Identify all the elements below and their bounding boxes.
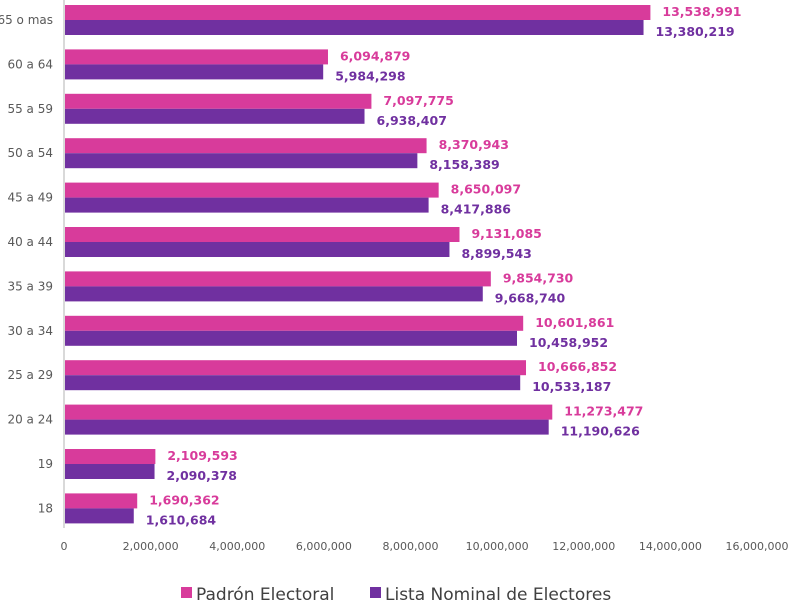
category-label: 25 a 29 (7, 368, 53, 382)
category-label: 55 a 59 (7, 102, 53, 116)
category-label: 40 a 44 (7, 235, 53, 249)
data-label-padron-electoral: 10,601,861 (535, 315, 614, 330)
x-tick-labels: 0 2,000,000 4,000,000 6,000,000 8,000,000 10,… (61, 540, 789, 553)
bar-lista-nominal (64, 508, 134, 524)
bar-padron-electoral (64, 271, 491, 287)
x-tick-label: 0 (61, 540, 68, 553)
data-label-lista-nominal: 10,533,187 (532, 379, 611, 394)
bar-lista-nominal (64, 153, 418, 169)
data-label-lista-nominal: 11,190,626 (561, 424, 640, 439)
data-label-lista-nominal: 9,668,740 (495, 290, 566, 305)
bar-padron-electoral (64, 449, 156, 464)
data-label-padron-electoral: 7,097,775 (383, 93, 453, 108)
data-label-lista-nominal: 2,090,378 (167, 468, 237, 483)
category-label: 18 (38, 501, 53, 515)
data-label-padron-electoral: 6,094,879 (340, 48, 410, 63)
x-tick-label: 14,000,000 (639, 540, 702, 553)
data-label-padron-electoral: 2,109,593 (167, 448, 237, 463)
data-label-lista-nominal: 5,984,298 (335, 68, 405, 83)
data-label-lista-nominal: 1,610,684 (146, 512, 217, 527)
bar-lista-nominal (64, 108, 365, 124)
bar-lista-nominal (64, 197, 429, 213)
data-label-lista-nominal: 8,899,543 (461, 246, 531, 261)
data-label-padron-electoral: 1,690,362 (149, 492, 219, 507)
bar-padron-electoral (64, 493, 138, 509)
bar-padron-electoral (64, 93, 372, 109)
data-label-padron-electoral: 8,370,943 (439, 137, 509, 152)
data-label-lista-nominal: 8,158,389 (429, 157, 499, 172)
x-tick-label: 16,000,000 (726, 540, 789, 553)
category-label: 60 a 64 (7, 57, 53, 71)
legend-swatch-lista (370, 587, 381, 598)
x-tick-label: 8,000,000 (383, 540, 439, 553)
bar-padron-electoral (64, 182, 439, 198)
category-label: 19 (38, 457, 53, 471)
category-label: 65 o mas (0, 13, 53, 27)
category-label: 30 a 34 (7, 324, 53, 338)
data-label-padron-electoral: 13,538,991 (662, 4, 741, 19)
data-label-lista-nominal: 13,380,219 (656, 24, 735, 39)
data-label-padron-electoral: 10,666,852 (538, 359, 617, 374)
bar-padron-electoral (64, 138, 427, 154)
bar-lista-nominal (64, 286, 483, 302)
legend-label-lista: Lista Nominal de Electores (385, 585, 611, 604)
bar-lista-nominal (64, 419, 549, 435)
bar-lista-nominal (64, 375, 521, 391)
category-label: 35 a 39 (7, 279, 53, 293)
x-tick-label: 6,000,000 (296, 540, 352, 553)
x-tick-label: 2,000,000 (123, 540, 179, 553)
data-label-padron-electoral: 9,131,085 (471, 226, 541, 241)
bar-padron-electoral (64, 360, 527, 376)
x-tick-label: 12,000,000 (552, 540, 615, 553)
legend-label-padron: Padrón Electoral (196, 585, 334, 604)
data-label-padron-electoral: 9,854,730 (503, 270, 574, 285)
data-label-lista-nominal: 8,417,886 (441, 202, 512, 217)
bar-padron-electoral (64, 315, 524, 331)
category-label: 20 a 24 (7, 413, 53, 427)
category-labels: 65 o mas 60 a 64 55 a 59 50 a 54 45 a 49 40 a… (0, 13, 53, 515)
bar-padron-electoral (64, 404, 553, 420)
data-label-padron-electoral: 11,273,477 (564, 404, 643, 419)
bars-layer: 13,538,991 13,380,219 6,094,879 5,984,298 7,… (64, 4, 741, 527)
bar-padron-electoral (64, 5, 651, 20)
category-label: 45 a 49 (7, 191, 53, 205)
legend-swatch-padron (181, 587, 192, 598)
category-label: 50 a 54 (7, 146, 53, 160)
bar-padron-electoral (64, 227, 460, 242)
bar-lista-nominal (64, 20, 644, 35)
bar-lista-nominal (64, 330, 518, 346)
bar-lista-nominal (64, 464, 155, 479)
bar-lista-nominal (64, 64, 324, 80)
bar-padron-electoral (64, 49, 328, 65)
data-label-padron-electoral: 8,650,097 (451, 182, 521, 197)
data-label-lista-nominal: 6,938,407 (377, 113, 447, 128)
bar-lista-nominal (64, 242, 450, 257)
x-tick-label: 10,000,000 (466, 540, 529, 553)
legend: Padrón Electoral Lista Nominal de Electo… (181, 585, 611, 604)
data-label-lista-nominal: 10,458,952 (529, 335, 608, 350)
x-tick-label: 4,000,000 (209, 540, 265, 553)
